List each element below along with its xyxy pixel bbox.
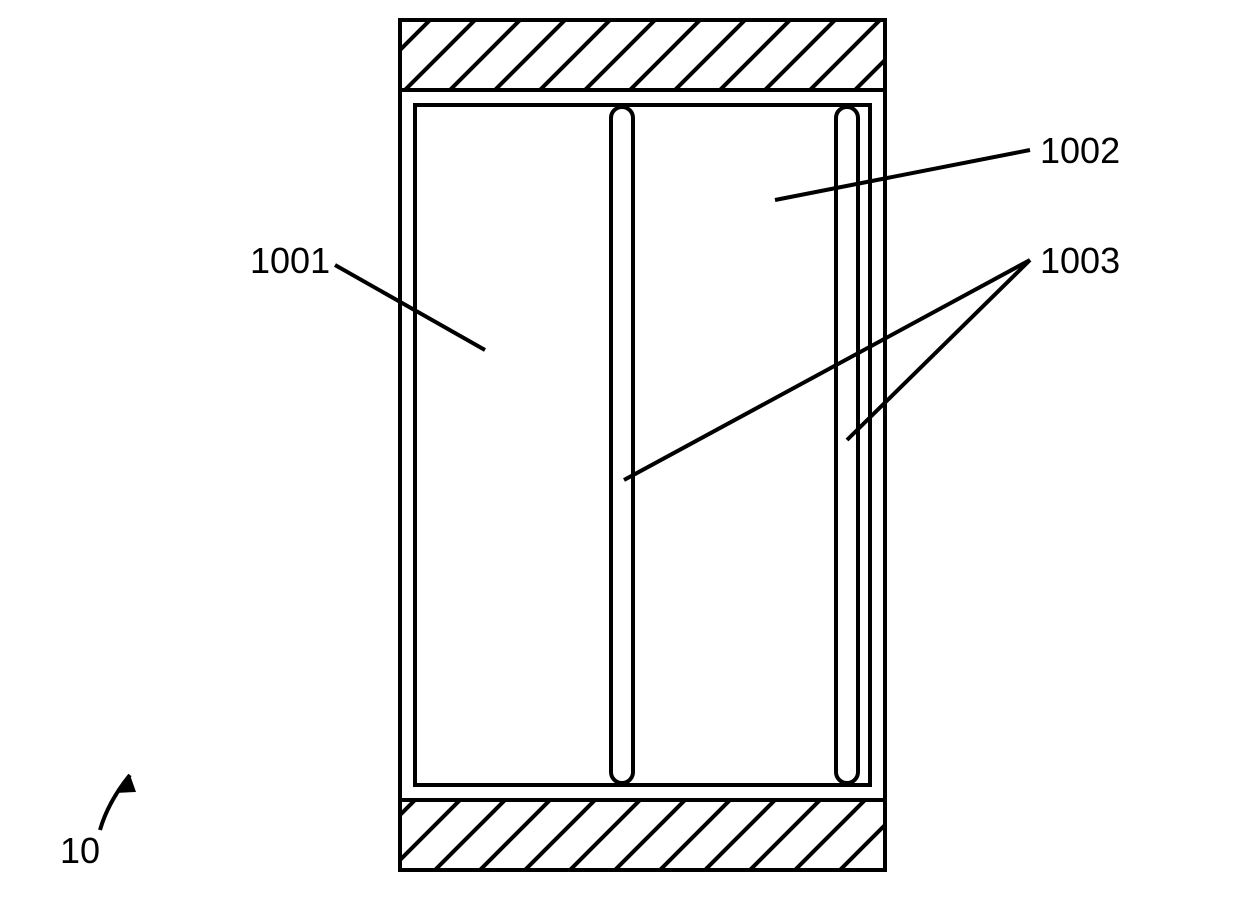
label-part-1002: 1002 (1040, 130, 1120, 172)
label-part-1001: 1001 (250, 240, 330, 282)
label-part-1003: 1003 (1040, 240, 1120, 282)
label-figure-ref: 10 (60, 830, 100, 872)
